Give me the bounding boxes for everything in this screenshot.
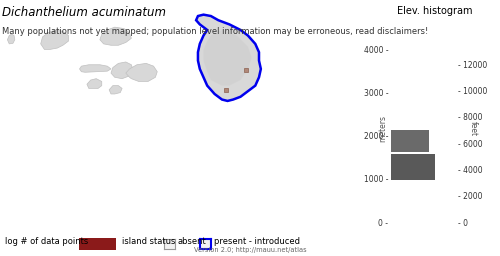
- Bar: [390, 130, 429, 152]
- Text: - 6000: - 6000: [458, 140, 482, 149]
- Text: 4000 -: 4000 -: [364, 46, 388, 55]
- Polygon shape: [8, 34, 15, 44]
- Text: Dichanthelium acuminatum: Dichanthelium acuminatum: [2, 6, 166, 19]
- Text: - 0: - 0: [458, 219, 468, 228]
- Text: absent: absent: [177, 237, 206, 247]
- Text: present - introduced: present - introduced: [214, 237, 300, 247]
- Polygon shape: [196, 15, 261, 101]
- Polygon shape: [111, 62, 133, 79]
- Polygon shape: [40, 30, 68, 49]
- Text: - 4000: - 4000: [458, 166, 482, 175]
- Polygon shape: [87, 79, 102, 88]
- Polygon shape: [100, 27, 132, 45]
- Text: 1000 -: 1000 -: [364, 175, 388, 185]
- Text: 0 -: 0 -: [378, 219, 388, 228]
- Polygon shape: [80, 65, 111, 72]
- Polygon shape: [109, 86, 122, 94]
- Text: 2000 -: 2000 -: [364, 132, 388, 141]
- Text: - 2000: - 2000: [458, 192, 482, 201]
- Text: log # of data points: log # of data points: [5, 237, 88, 247]
- Text: Version 2.0; http://mauu.net/atlas: Version 2.0; http://mauu.net/atlas: [194, 248, 306, 253]
- Polygon shape: [126, 63, 157, 81]
- Text: - 10000: - 10000: [458, 87, 487, 96]
- Text: meters: meters: [378, 115, 388, 142]
- Text: - 12000: - 12000: [458, 61, 487, 70]
- Text: feet: feet: [469, 121, 478, 136]
- Text: Many populations not yet mapped; population level information may be erroneous, : Many populations not yet mapped; populat…: [2, 27, 429, 36]
- Text: 3000 -: 3000 -: [364, 89, 388, 98]
- Bar: [390, 154, 436, 180]
- Text: - 8000: - 8000: [458, 113, 482, 122]
- Text: Elev. histogram: Elev. histogram: [397, 6, 473, 16]
- Text: island status: island status: [122, 237, 176, 247]
- Polygon shape: [204, 30, 252, 86]
